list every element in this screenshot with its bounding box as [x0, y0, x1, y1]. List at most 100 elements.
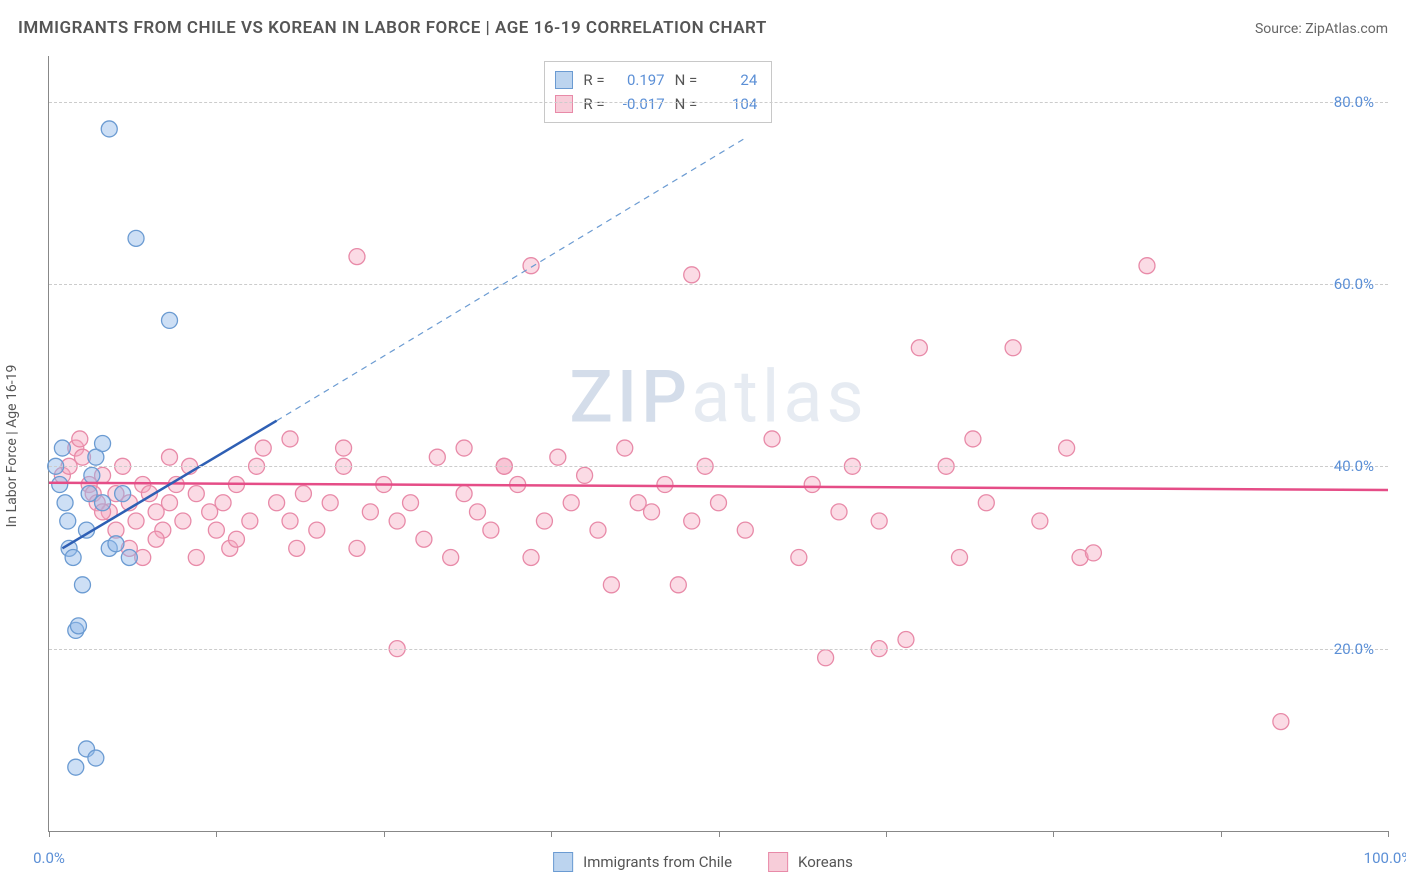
point-koreans [188, 549, 204, 565]
point-chile [84, 467, 100, 483]
point-chile [162, 312, 178, 328]
chart-title: IMMIGRANTS FROM CHILE VS KOREAN IN LABOR… [18, 18, 767, 38]
point-koreans [228, 531, 244, 547]
point-koreans [128, 513, 144, 529]
point-koreans [289, 540, 305, 556]
legend-item-koreans: Koreans [768, 852, 853, 872]
trend-line [277, 138, 746, 421]
point-koreans [804, 477, 820, 493]
point-koreans [563, 495, 579, 511]
point-koreans [456, 440, 472, 456]
point-chile [74, 577, 90, 593]
point-koreans [952, 549, 968, 565]
point-chile [108, 536, 124, 552]
point-chile [57, 495, 73, 511]
point-koreans [871, 513, 887, 529]
point-koreans [1005, 340, 1021, 356]
swatch-koreans [768, 852, 788, 872]
legend-label-koreans: Koreans [798, 853, 853, 871]
point-koreans [630, 495, 646, 511]
source-label: Source: ZipAtlas.com [1255, 21, 1388, 37]
point-koreans [1059, 440, 1075, 456]
point-chile [70, 618, 86, 634]
point-koreans [443, 549, 459, 565]
gridline-h [49, 284, 1388, 285]
point-koreans [208, 522, 224, 538]
point-koreans [791, 549, 807, 565]
bottom-legend: Immigrants from Chile Koreans [553, 852, 853, 872]
point-koreans [349, 540, 365, 556]
point-koreans [603, 577, 619, 593]
point-koreans [162, 449, 178, 465]
point-koreans [898, 632, 914, 648]
y-tick-label: 20.0% [1334, 640, 1374, 658]
point-koreans [711, 495, 727, 511]
point-koreans [550, 449, 566, 465]
y-tick-label: 40.0% [1334, 457, 1374, 475]
point-chile [128, 230, 144, 246]
point-chile [65, 549, 81, 565]
x-tick [886, 831, 887, 837]
point-koreans [309, 522, 325, 538]
y-tick-label: 80.0% [1334, 93, 1374, 111]
point-koreans [684, 513, 700, 529]
point-koreans [737, 522, 753, 538]
scatter-svg [49, 56, 1388, 831]
point-koreans [657, 477, 673, 493]
x-tick [49, 831, 50, 837]
point-koreans [322, 495, 338, 511]
point-koreans [1139, 258, 1155, 274]
point-chile [95, 436, 111, 452]
point-koreans [282, 513, 298, 529]
chart-plot-area: ZIPatlas R = 0.197 N = 24 R = -0.017 N =… [48, 56, 1388, 832]
x-tick-label: 0.0% [33, 849, 65, 867]
point-koreans [523, 549, 539, 565]
point-koreans [469, 504, 485, 520]
x-tick [216, 831, 217, 837]
point-koreans [162, 495, 178, 511]
point-koreans [670, 577, 686, 593]
point-koreans [684, 267, 700, 283]
point-chile [101, 121, 117, 137]
point-koreans [403, 495, 419, 511]
x-tick [384, 831, 385, 837]
point-chile [95, 495, 111, 511]
point-chile [60, 513, 76, 529]
point-chile [115, 486, 131, 502]
legend-item-chile: Immigrants from Chile [553, 852, 732, 872]
point-koreans [978, 495, 994, 511]
point-koreans [965, 431, 981, 447]
x-tick-label: 100.0% [1364, 849, 1406, 867]
point-koreans [269, 495, 285, 511]
point-koreans [175, 513, 191, 529]
point-koreans [148, 531, 164, 547]
point-koreans [1085, 545, 1101, 561]
point-koreans [336, 440, 352, 456]
point-koreans [242, 513, 258, 529]
gridline-h [49, 649, 1388, 650]
point-koreans [282, 431, 298, 447]
x-tick [551, 831, 552, 837]
point-koreans [349, 249, 365, 265]
point-koreans [617, 440, 633, 456]
y-axis-title: In Labor Force | Age 16-19 [4, 365, 20, 528]
x-tick [1053, 831, 1054, 837]
gridline-h [49, 466, 1388, 467]
point-koreans [577, 467, 593, 483]
point-koreans [1032, 513, 1048, 529]
point-koreans [295, 486, 311, 502]
point-koreans [416, 531, 432, 547]
y-tick-label: 60.0% [1334, 275, 1374, 293]
swatch-chile [553, 852, 573, 872]
point-koreans [188, 486, 204, 502]
point-koreans [362, 504, 378, 520]
point-chile [54, 440, 70, 456]
gridline-h [49, 102, 1388, 103]
point-koreans [831, 504, 847, 520]
point-koreans [389, 513, 405, 529]
x-tick [719, 831, 720, 837]
point-chile [88, 750, 104, 766]
point-chile [121, 549, 137, 565]
point-koreans [429, 449, 445, 465]
legend-label-chile: Immigrants from Chile [583, 853, 732, 871]
